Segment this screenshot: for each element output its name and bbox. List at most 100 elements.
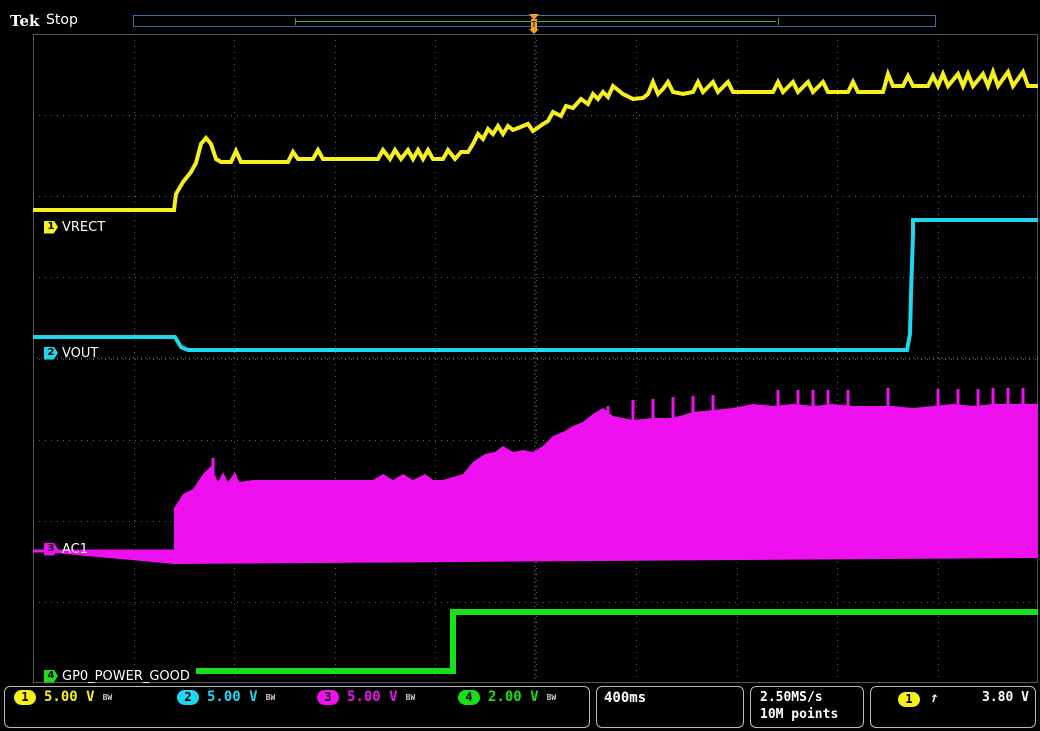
grid-dot — [335, 196, 336, 197]
grid-dot — [843, 277, 844, 278]
grid-dot — [687, 196, 688, 197]
grid-dot — [999, 277, 1000, 278]
channel-4-setting[interactable]: 4 2.00 V BW — [458, 688, 556, 706]
grid-dot — [938, 652, 939, 653]
grid-dot — [837, 394, 838, 395]
grid-dot — [435, 652, 436, 653]
trigger-panel[interactable] — [870, 686, 1036, 728]
record-visible-window[interactable] — [295, 18, 779, 25]
grid-dot — [536, 352, 537, 353]
grid-dot — [339, 359, 340, 360]
grid-dot — [651, 277, 652, 278]
grid-dot — [423, 602, 424, 603]
trigger-position-marker-icon[interactable]: T — [528, 14, 540, 34]
acquisition-state[interactable]: Stop — [46, 12, 78, 28]
grid-dot — [1017, 196, 1018, 197]
grid-dot — [335, 340, 336, 341]
grid-dot — [737, 238, 738, 239]
grid-dot — [483, 277, 484, 278]
grid-dot — [33, 521, 34, 522]
grid-dot — [741, 602, 742, 603]
grid-dot — [789, 196, 790, 197]
grid-dot — [81, 359, 82, 360]
grid-dot — [737, 76, 738, 77]
grid-dot — [234, 178, 235, 179]
grid-dot — [765, 359, 766, 360]
grid-dot — [335, 598, 336, 599]
timebase-panel[interactable] — [596, 686, 744, 728]
grid-dot — [345, 196, 346, 197]
grid-dot — [351, 602, 352, 603]
grid-dot — [105, 440, 106, 441]
grid-dot — [735, 196, 736, 197]
grid-dot — [234, 454, 235, 455]
grid-dot — [381, 196, 382, 197]
grid-dot — [747, 277, 748, 278]
grid-dot — [335, 460, 336, 461]
grid-dot — [303, 196, 304, 197]
grid-dot — [335, 112, 336, 113]
channel-1-label[interactable]: 1 VRECT — [44, 220, 105, 235]
grid-dot — [737, 580, 738, 581]
grid-dot — [134, 418, 135, 419]
channel-2-label[interactable]: 2 VOUT — [44, 346, 98, 361]
grid-dot — [441, 602, 442, 603]
grid-dot — [849, 196, 850, 197]
grid-dot — [134, 634, 135, 635]
grid-dot — [723, 359, 724, 360]
grid-dot — [999, 196, 1000, 197]
grid-dot — [234, 460, 235, 461]
grid-dot — [567, 359, 568, 360]
grid-dot — [335, 346, 336, 347]
grid-dot — [837, 370, 838, 371]
grid-dot — [489, 440, 490, 441]
grid-dot — [855, 277, 856, 278]
grid-dot — [927, 115, 928, 116]
grid-dot — [453, 277, 454, 278]
grid-dot — [807, 115, 808, 116]
grid-dot — [621, 196, 622, 197]
channel-1-setting[interactable]: 1 5.00 V BW — [14, 688, 112, 706]
grid-dot — [723, 277, 724, 278]
grid-dot — [234, 640, 235, 641]
grid-dot — [267, 602, 268, 603]
grid-dot — [1005, 602, 1006, 603]
channel-3-label[interactable]: 3 AC1 — [44, 542, 88, 557]
grid-dot — [737, 46, 738, 47]
waveform-graticule[interactable]: 1 VRECT 2 VOUT 3 AC1 4 GP0_POWER_GOOD — [33, 34, 1038, 684]
grid-dot — [789, 359, 790, 360]
grid-dot — [536, 184, 537, 185]
grid-dot — [471, 277, 472, 278]
grid-dot — [837, 598, 838, 599]
grid-dot — [135, 440, 136, 441]
grid-dot — [825, 277, 826, 278]
grid-dot — [795, 602, 796, 603]
channel-3-setting[interactable]: 3 5.00 V BW — [317, 688, 415, 706]
grid-dot — [837, 142, 838, 143]
grid-dot — [134, 676, 135, 677]
grid-dot — [636, 346, 637, 347]
grid-dot — [981, 196, 982, 197]
grid-dot — [737, 82, 738, 83]
grid-dot — [93, 196, 94, 197]
grid-dot — [435, 238, 436, 239]
grid-dot — [279, 440, 280, 441]
channel-4-label[interactable]: 4 GP0_POWER_GOOD — [44, 669, 190, 684]
grid-dot — [636, 358, 637, 359]
grid-dot — [57, 521, 58, 522]
brand-logo: Tek — [10, 12, 40, 30]
grid-dot — [335, 130, 336, 131]
grid-dot — [423, 440, 424, 441]
channel-2-setting[interactable]: 2 5.00 V BW — [177, 688, 275, 706]
grid-dot — [57, 277, 58, 278]
grid-dot — [536, 574, 537, 575]
grid-dot — [495, 277, 496, 278]
grid-dot — [321, 359, 322, 360]
grid-dot — [195, 440, 196, 441]
channel-2-badge: 2 — [44, 346, 58, 360]
grid-dot — [141, 196, 142, 197]
acquisition-panel[interactable] — [750, 686, 864, 728]
grid-dot — [837, 359, 838, 360]
grid-dot — [737, 124, 738, 125]
grid-dot — [39, 602, 40, 603]
